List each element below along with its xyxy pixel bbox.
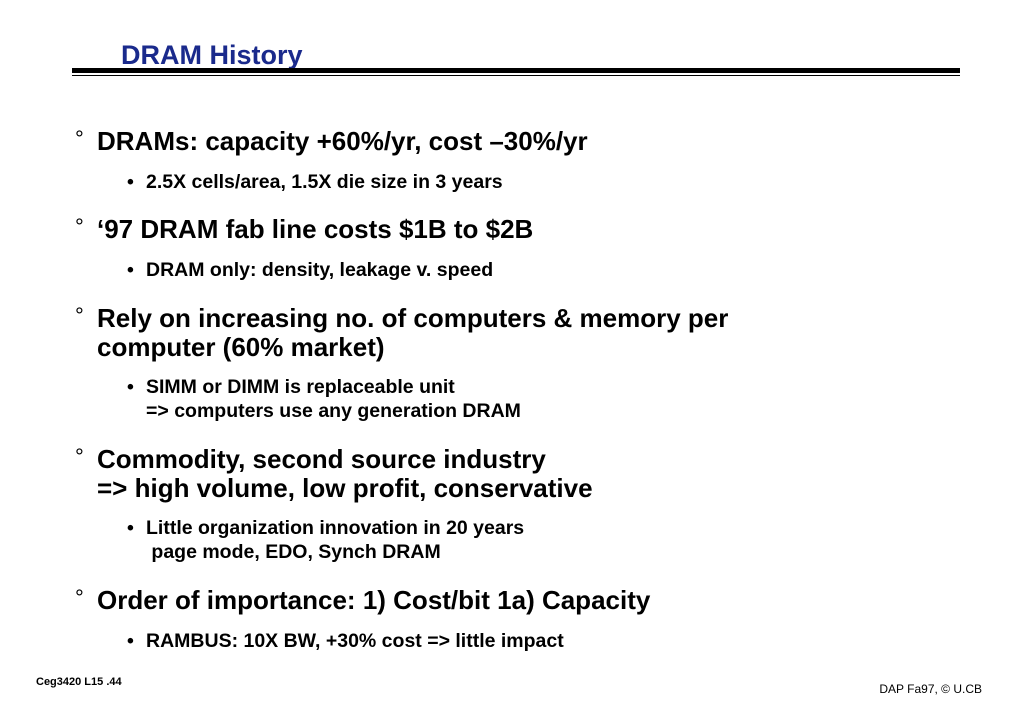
bullet-item: ° Order of importance: 1) Cost/bit 1a) C… <box>75 585 651 615</box>
sub-bullet-text: SIMM or DIMM is replaceable unit => comp… <box>146 376 521 422</box>
title-underline-thin <box>72 75 960 76</box>
bullet-text: Commodity, second source industry => hig… <box>97 444 593 503</box>
dot-bullet-icon: • <box>127 630 134 652</box>
dot-bullet-icon: • <box>127 376 134 398</box>
bullet-item: ° Rely on increasing no. of computers & … <box>75 303 729 362</box>
bullet-item: ° ‘97 DRAM fab line costs $1B to $2B <box>75 214 534 244</box>
bullet-item: ° Commodity, second source industry => h… <box>75 444 593 503</box>
footer-slide-id: Ceg3420 L15 .44 <box>36 676 122 688</box>
dot-bullet-icon: • <box>127 259 134 281</box>
sub-bullet-item: • RAMBUS: 10X BW, +30% cost => little im… <box>127 629 564 653</box>
footer-copyright: DAP Fa97, © U.CB <box>879 682 982 696</box>
title-underline <box>72 68 960 73</box>
sub-bullet-item: • DRAM only: density, leakage v. speed <box>127 258 493 282</box>
bullet-text: DRAMs: capacity +60%/yr, cost –30%/yr <box>97 126 588 156</box>
degree-bullet-icon: ° <box>75 303 84 328</box>
sub-bullet-item: • SIMM or DIMM is replaceable unit => co… <box>127 375 521 423</box>
degree-bullet-icon: ° <box>75 214 84 239</box>
bullet-text: Rely on increasing no. of computers & me… <box>97 303 729 362</box>
degree-bullet-icon: ° <box>75 585 84 610</box>
degree-bullet-icon: ° <box>75 444 84 469</box>
sub-bullet-text: Little organization innovation in 20 yea… <box>146 517 525 563</box>
dot-bullet-icon: • <box>127 517 134 539</box>
bullet-text: Order of importance: 1) Cost/bit 1a) Cap… <box>97 585 651 615</box>
sub-bullet-item: • Little organization innovation in 20 y… <box>127 516 524 564</box>
degree-bullet-icon: ° <box>75 126 84 151</box>
bullet-text: ‘97 DRAM fab line costs $1B to $2B <box>97 214 534 244</box>
dot-bullet-icon: • <box>127 171 134 193</box>
sub-bullet-text: RAMBUS: 10X BW, +30% cost => little impa… <box>146 630 564 652</box>
sub-bullet-text: 2.5X cells/area, 1.5X die size in 3 year… <box>146 171 503 193</box>
slide-title: DRAM History <box>121 40 303 70</box>
sub-bullet-text: DRAM only: density, leakage v. speed <box>146 259 494 281</box>
sub-bullet-item: • 2.5X cells/area, 1.5X die size in 3 ye… <box>127 170 503 194</box>
bullet-item: ° DRAMs: capacity +60%/yr, cost –30%/yr <box>75 126 588 156</box>
